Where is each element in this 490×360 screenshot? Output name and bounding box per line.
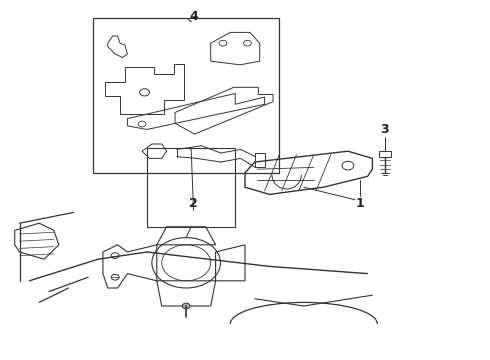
Bar: [379, 151, 391, 157]
Circle shape: [111, 253, 119, 258]
Text: 2: 2: [189, 197, 198, 210]
Text: 1: 1: [356, 197, 365, 210]
Circle shape: [182, 303, 190, 309]
Bar: [147, 148, 235, 227]
Text: 4: 4: [189, 10, 198, 23]
Text: 3: 3: [380, 123, 389, 136]
Bar: [93, 18, 279, 173]
Circle shape: [111, 274, 119, 280]
